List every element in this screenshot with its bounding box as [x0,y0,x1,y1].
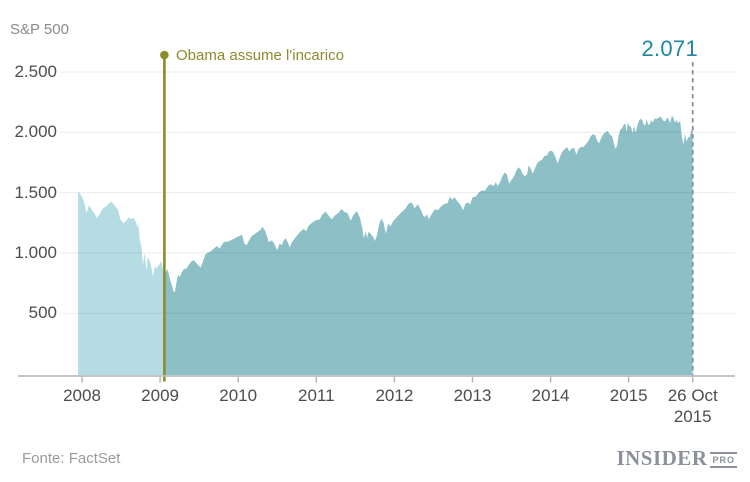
x-tick-label-line2: 2015 [673,407,712,426]
x-tick-label-2011: 2011 [271,385,361,406]
annotation-label: Obama assume l'incarico [176,47,344,64]
x-tick-label-2014: 2014 [506,385,596,406]
y-tick-label-1.500: 1.500 [14,182,57,202]
x-tick-label-2012: 2012 [349,385,439,406]
x-tick-label-line1: 2015 [609,386,648,405]
source-note: Fonte: FactSet [22,450,121,467]
x-tick-label-line1: 2010 [219,386,258,405]
y-tick-label-500: 500 [28,303,57,323]
x-tick-label-2010: 2010 [193,385,283,406]
endpoint-value-label: 2.071 [641,36,698,61]
x-tick-label-line1: 2009 [141,386,179,405]
x-tick-label-2015: 2015 [584,385,674,406]
x-tick-label-line1: 2008 [63,386,101,405]
x-tick-label-line1: 2013 [453,386,492,405]
x-tick-label-line1: 2012 [375,386,414,405]
chart-title: S&P 500 [10,21,69,38]
x-tick-label-line1: 2014 [531,386,570,405]
x-tick-label-2008: 2008 [37,385,127,406]
x-tick-label-26 Oct: 26 Oct 2015 [648,385,738,427]
brand-name: INSIDER [616,446,708,470]
brand-suffix: PRO [710,451,737,468]
y-tick-label-2.500: 2.500 [14,62,57,81]
y-tick-label-1.000: 1.000 [14,242,57,262]
x-tick-label-2013: 2013 [428,385,518,406]
y-tick-label-2.000: 2.000 [14,122,57,142]
obama-annotation-dot [160,50,169,60]
insider-pro-logo: INSIDER PRO [616,446,737,471]
x-tick-label-line1: 26 Oct [667,386,718,405]
x-tick-label-line1: 2011 [298,386,335,405]
area-after-obama [164,116,693,376]
x-tick-label-2009: 2009 [115,385,205,406]
area-before-obama [78,190,165,375]
